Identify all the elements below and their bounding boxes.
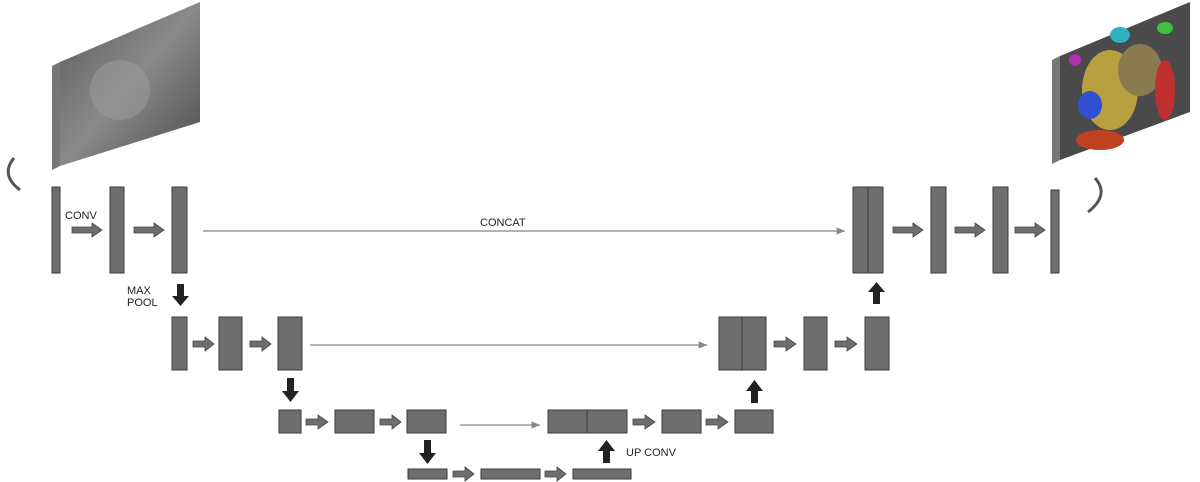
max-pool-label: MAX — [127, 285, 152, 297]
concat-label: CONCAT — [480, 217, 526, 229]
input-image — [52, 2, 200, 170]
concat-lines — [203, 227, 845, 429]
max-pool-label: POOL — [127, 297, 158, 309]
conv-label: CONV — [65, 210, 97, 222]
blocks — [51, 186, 1060, 480]
conv-arrows — [71, 222, 1046, 482]
up-conv-label: UP CONV — [626, 447, 677, 459]
pool-upconv-arrows — [172, 282, 885, 464]
output-image — [1052, 2, 1190, 164]
curved-arrow — [6, 157, 21, 192]
curved-arrow — [1087, 177, 1103, 214]
